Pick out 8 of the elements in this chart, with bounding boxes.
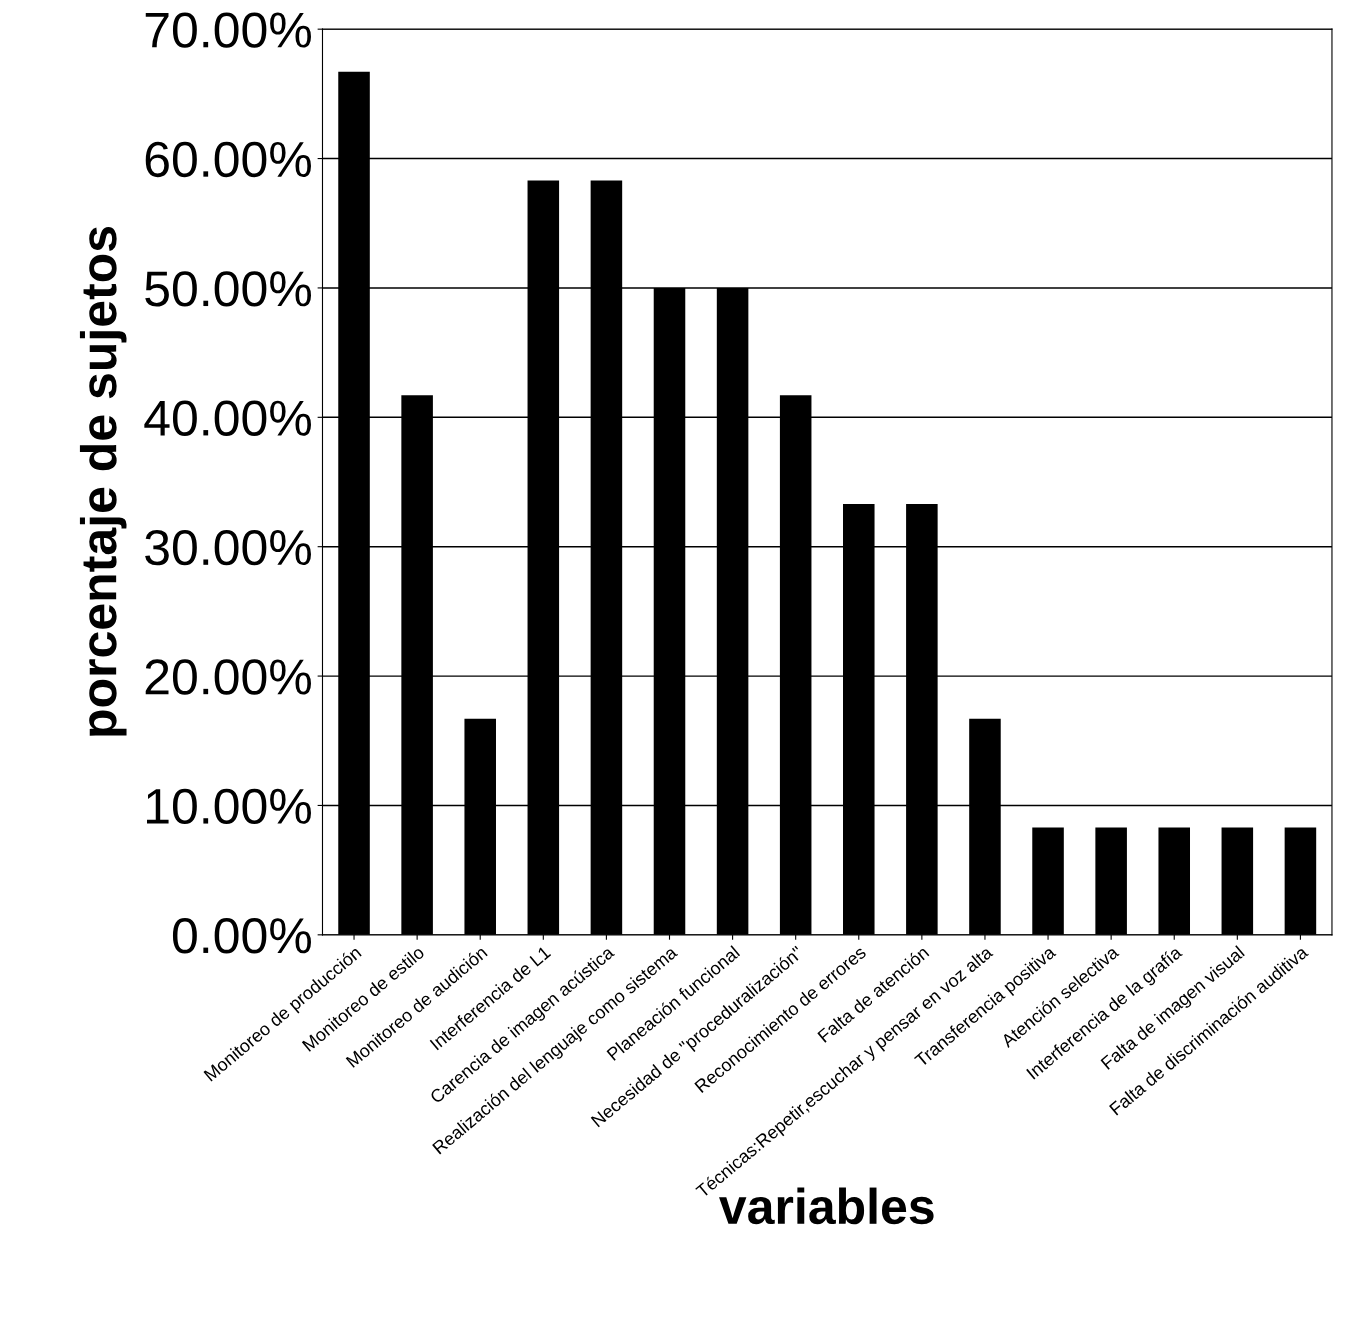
- y-tick-label: 50.00%: [145, 271, 311, 307]
- y-tick-label: 40.00%: [144, 400, 311, 436]
- y-axis-title: porcentaje de sujetos: [79, 227, 127, 736]
- y-tick-label: 30.00%: [145, 529, 311, 566]
- y-tick-label: 20.00%: [145, 659, 311, 695]
- y-tick-label: 10.00%: [147, 788, 311, 825]
- y-tick-label: 70.00%: [145, 12, 311, 48]
- y-tick-label: 60.00%: [145, 141, 311, 178]
